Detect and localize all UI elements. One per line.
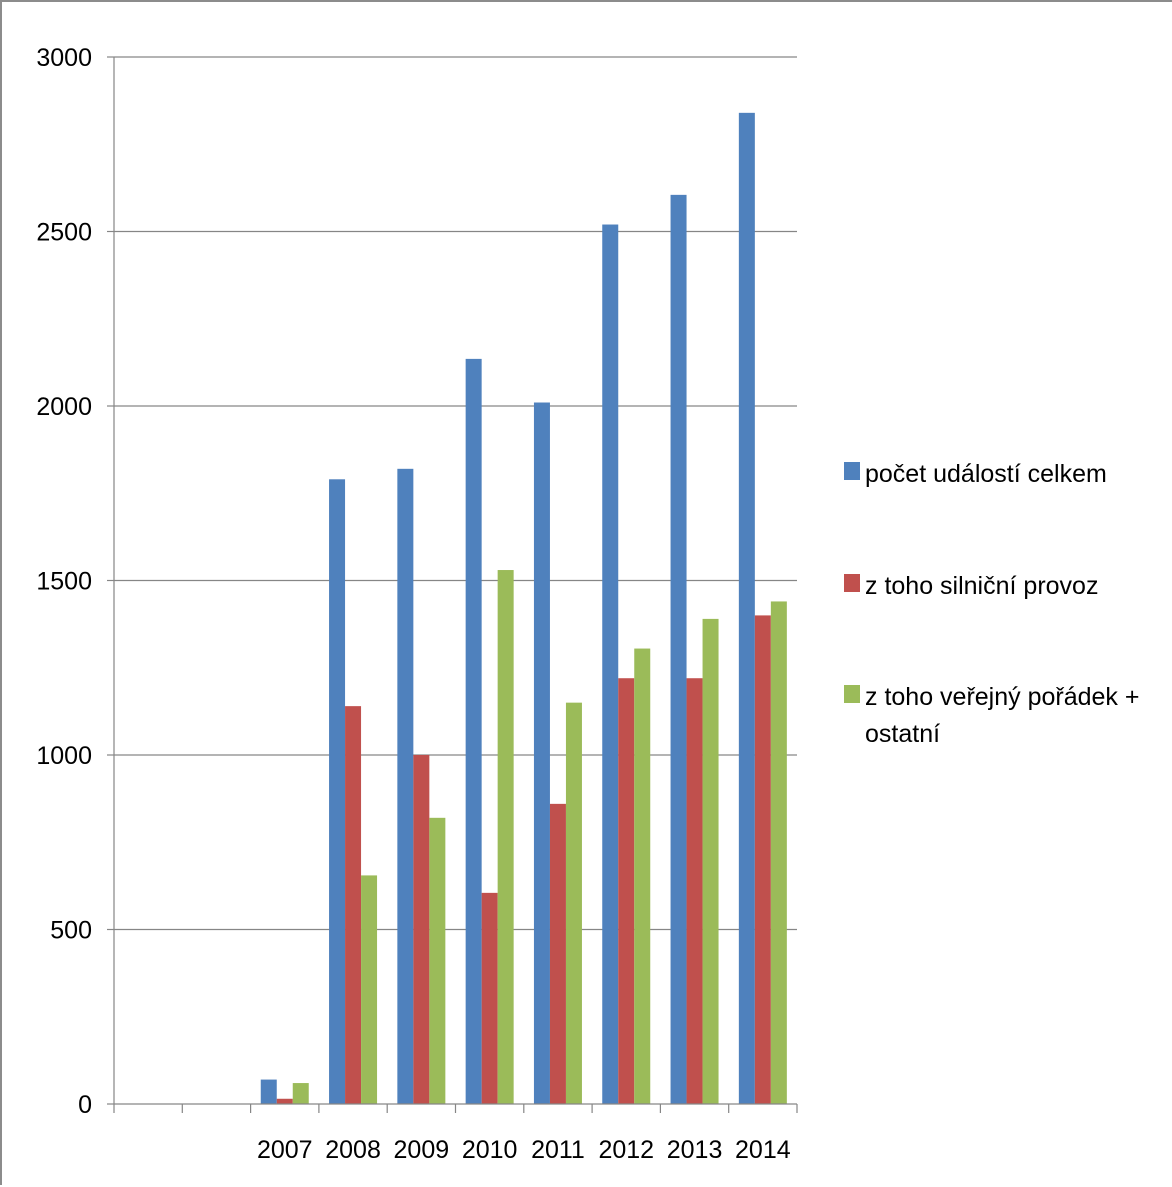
y-tick-label: 1000 <box>36 742 92 770</box>
x-tick-label: 2010 <box>462 1136 518 1164</box>
y-tick-label: 2500 <box>36 219 92 247</box>
y-tick-label: 2000 <box>36 393 92 421</box>
legend-swatch <box>844 574 860 592</box>
y-tick-label: 3000 <box>36 44 92 72</box>
legend-swatch <box>844 685 860 703</box>
bar-3 <box>361 875 378 1104</box>
y-tick-labels: 0 500 1000 1500 2000 2500 3000 <box>36 44 92 1119</box>
legend: počet událostí celkem z toho silniční pro… <box>844 460 1139 748</box>
x-tick-label: 2007 <box>257 1136 313 1164</box>
x-tick-label: 2014 <box>735 1136 791 1164</box>
bars <box>260 112 787 1105</box>
x-tick-label: 2013 <box>667 1136 723 1164</box>
legend-swatch <box>844 462 860 480</box>
y-tick-label: 1500 <box>36 568 92 596</box>
bar-3 <box>770 601 787 1104</box>
bar-2 <box>754 615 771 1104</box>
bar-2 <box>413 755 430 1104</box>
bar-3 <box>565 702 582 1104</box>
axes <box>107 56 798 1113</box>
bar-1 <box>329 479 346 1104</box>
bar-3 <box>497 570 514 1104</box>
legend-label: z toho silniční provoz <box>865 572 1098 600</box>
legend-label: počet událostí celkem <box>865 460 1107 488</box>
bar-3 <box>702 618 719 1104</box>
y-tick-label: 0 <box>78 1091 92 1119</box>
bar-1 <box>465 358 482 1104</box>
x-tick-label: 2011 <box>531 1136 585 1164</box>
bar-3 <box>634 648 651 1104</box>
x-tick-label: 2012 <box>598 1136 654 1164</box>
bar-1 <box>397 468 414 1104</box>
bar-2 <box>549 803 566 1104</box>
bar-1 <box>738 112 755 1105</box>
bar-1 <box>533 402 550 1104</box>
bar-2 <box>618 678 635 1104</box>
bar-1 <box>602 224 619 1104</box>
y-tick-label: 500 <box>50 917 92 945</box>
bar-2 <box>345 706 362 1104</box>
bar-3 <box>429 817 446 1104</box>
x-tick-labels: 2007 2008 2009 2010 2011 2012 2013 2014 <box>257 1136 791 1164</box>
x-tick-label: 2008 <box>325 1136 381 1164</box>
bar-1 <box>260 1079 277 1104</box>
bar-2 <box>276 1098 293 1104</box>
bar-3 <box>292 1083 309 1104</box>
bar-1 <box>670 194 687 1105</box>
bar-2 <box>481 892 498 1104</box>
bar-2 <box>686 678 703 1104</box>
x-tick-label: 2009 <box>394 1136 450 1164</box>
legend-label: z toho veřejný pořádek + ostatní <box>865 683 1139 748</box>
